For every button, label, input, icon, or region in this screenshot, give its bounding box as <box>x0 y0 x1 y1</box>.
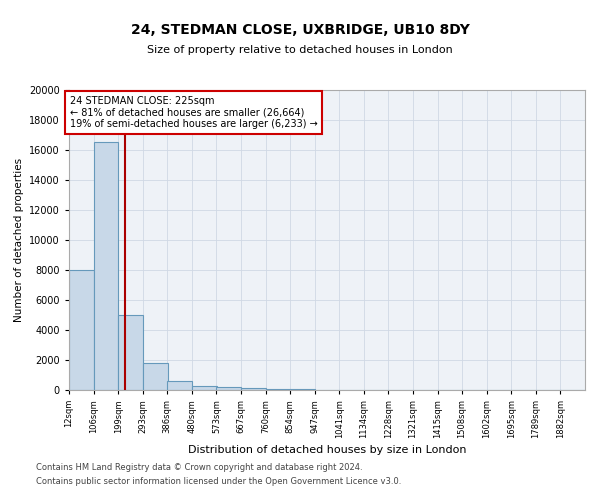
Bar <box>143 363 167 390</box>
Text: Contains public sector information licensed under the Open Government Licence v3: Contains public sector information licen… <box>36 477 401 486</box>
Bar <box>192 386 217 390</box>
Bar <box>118 315 143 390</box>
Bar <box>290 389 315 390</box>
Text: Contains HM Land Registry data © Crown copyright and database right 2024.: Contains HM Land Registry data © Crown c… <box>36 464 362 472</box>
Bar <box>94 142 118 390</box>
Text: 24, STEDMAN CLOSE, UXBRIDGE, UB10 8DY: 24, STEDMAN CLOSE, UXBRIDGE, UB10 8DY <box>131 22 469 36</box>
Bar <box>266 388 290 390</box>
X-axis label: Distribution of detached houses by size in London: Distribution of detached houses by size … <box>188 445 466 455</box>
Text: 24 STEDMAN CLOSE: 225sqm
← 81% of detached houses are smaller (26,664)
19% of se: 24 STEDMAN CLOSE: 225sqm ← 81% of detach… <box>70 96 317 129</box>
Bar <box>69 270 94 390</box>
Y-axis label: Number of detached properties: Number of detached properties <box>14 158 23 322</box>
Bar <box>241 388 266 390</box>
Text: Size of property relative to detached houses in London: Size of property relative to detached ho… <box>147 45 453 55</box>
Bar <box>217 387 241 390</box>
Bar <box>167 381 192 390</box>
